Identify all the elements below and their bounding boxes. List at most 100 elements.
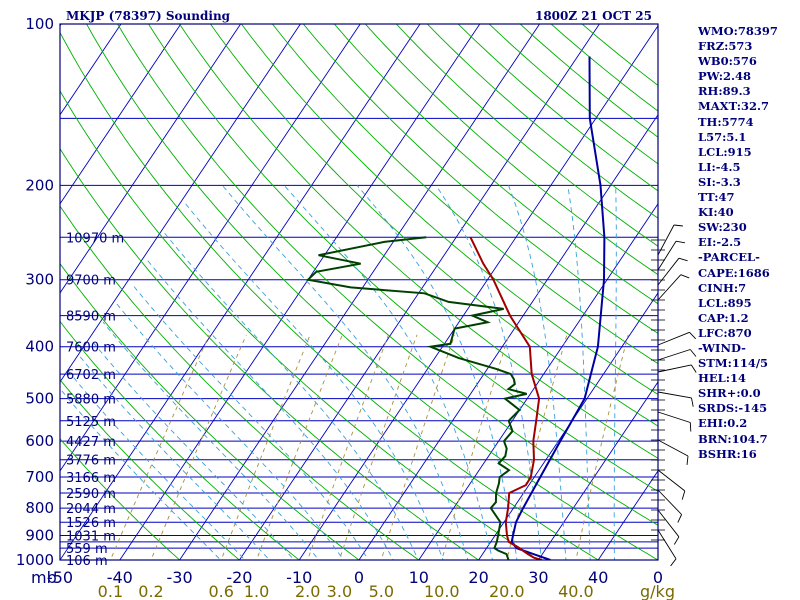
wind-barb-flag (689, 331, 697, 340)
mixing-ratio-line (307, 334, 389, 560)
pressure-tick-label: 700 (25, 468, 54, 486)
stat-item: HEL:14 (698, 371, 746, 386)
height-label: 4427 m (66, 435, 116, 450)
temperature-tick-label: -30 (167, 568, 193, 587)
pressure-tick-label: 900 (25, 527, 54, 545)
pressure-tick-label: 800 (25, 499, 54, 517)
moist-adiabat (131, 283, 369, 560)
temperature-tick-label: -10 (286, 568, 312, 587)
mixing-ratio-tick-label: 20.0 (489, 582, 525, 600)
moist-adiabat (91, 340, 295, 560)
wind-barb-shaft (657, 439, 689, 457)
moist-adiabat (435, 185, 542, 560)
stat-item: LCL:915 (698, 144, 752, 159)
stat-item: WMO:78397 (698, 24, 778, 38)
pressure-tick-label: 200 (25, 176, 54, 194)
profiles-layer (305, 56, 606, 560)
pressure-tick-label: 500 (25, 390, 54, 408)
mixing-ratio-line (256, 334, 343, 560)
height-label: 5880 m (66, 393, 116, 408)
moist-adiabat (68, 371, 246, 560)
moist-adiabat (356, 185, 518, 560)
moist-adiabat (60, 387, 222, 560)
isotherm-line (0, 24, 1, 560)
height-label: 2590 m (66, 487, 116, 502)
isotherm-line (478, 292, 658, 560)
temperature-tick-label: 0 (653, 568, 663, 587)
stat-item: SW:230 (698, 220, 747, 235)
isotherm-line (179, 24, 540, 560)
height-label: 2044 m (66, 502, 116, 517)
wind-barb-shaft (657, 224, 675, 256)
stat-item: SRDS:-145 (698, 401, 768, 416)
stat-item: CAP:1.2 (698, 310, 749, 325)
stat-item: RH:89.3 (698, 84, 751, 99)
stat-item: FRZ:573 (698, 39, 753, 54)
mixing-ratio-unit-label: g/kg (640, 582, 675, 600)
wind-barb-flag (675, 240, 685, 244)
moist-adiabat (163, 232, 419, 560)
temperature-tick-label: 0 (354, 568, 364, 587)
pressure-unit-label: mb (31, 568, 57, 587)
wind-barb-flag (678, 257, 688, 262)
wind-barb-shaft (657, 364, 692, 373)
stat-item: MAXT:32.7 (698, 99, 769, 114)
stat-item: KI:40 (698, 205, 734, 220)
stat-item: STM:114/5 (698, 356, 769, 371)
stat-item: BSHR:16 (698, 446, 757, 461)
wind-barb-shaft (657, 257, 680, 286)
stat-item: CINH:7 (698, 280, 747, 295)
mixing-ratio-tick-label: 3.0 (327, 582, 352, 600)
mixing-ratio-line (506, 334, 568, 560)
stat-item: -PARCEL- (698, 250, 760, 265)
dry-adiabat (240, 24, 658, 396)
temperature-tick-label: -50 (47, 568, 73, 587)
wind-barb-flag (680, 274, 690, 279)
isotherm-line (60, 24, 241, 294)
height-label: 3166 m (66, 471, 116, 486)
isotherm-line (60, 24, 421, 560)
stat-item: EHI:0.2 (698, 416, 748, 431)
height-label: 1031 m (66, 530, 116, 545)
pressure-tick-label: 400 (25, 338, 54, 356)
height-label: 7600 m (66, 341, 116, 356)
height-label: 559 m (66, 542, 108, 557)
dry-adiabat (60, 147, 480, 560)
temperature-tick-label: 10 (409, 568, 429, 587)
isotherm-line (60, 24, 301, 383)
height-label: 1526 m (66, 516, 116, 531)
temperature-tick-label: 30 (528, 568, 548, 587)
dry-adiabat (60, 438, 181, 560)
wind-barb-shaft (657, 331, 690, 346)
mixing-ratio-tick-label: 0.6 (208, 582, 233, 600)
dry-adiabat (178, 24, 658, 459)
wind-barbs-layer (651, 224, 697, 567)
mixing-ratio-line (150, 334, 247, 560)
wind-barb-shaft (657, 391, 692, 399)
height-label: 6702 m (66, 368, 116, 383)
grid-layer (0, 24, 658, 560)
wind-barb-shaft (657, 489, 682, 515)
wind-barb-shaft (657, 411, 691, 423)
isotherm-line (358, 114, 658, 560)
isotherm-line (60, 24, 122, 116)
dry-adiabat (117, 24, 658, 526)
wind-barb-shaft (657, 349, 691, 361)
temperature-tick-label: -20 (226, 568, 252, 587)
isotherm-line (60, 24, 361, 472)
dry-adiabat (86, 24, 658, 560)
stat-item: LCL:895 (698, 295, 752, 310)
dry-adiabat (60, 378, 241, 560)
temperature-tick-label: 40 (588, 568, 608, 587)
stat-item: L57:5.1 (698, 129, 747, 144)
isotherm-line (298, 24, 658, 560)
dry-adiabat (60, 320, 300, 560)
isotherm-line (60, 24, 182, 205)
isotherm-line (119, 24, 481, 560)
stat-item: WB0:576 (698, 54, 757, 69)
wind-barb-shaft (657, 509, 680, 538)
stat-item: SHR+:0.0 (698, 386, 761, 401)
stat-item: LFC:870 (698, 325, 752, 340)
stat-item: PW:2.48 (698, 69, 752, 84)
isotherm-line (418, 203, 658, 560)
